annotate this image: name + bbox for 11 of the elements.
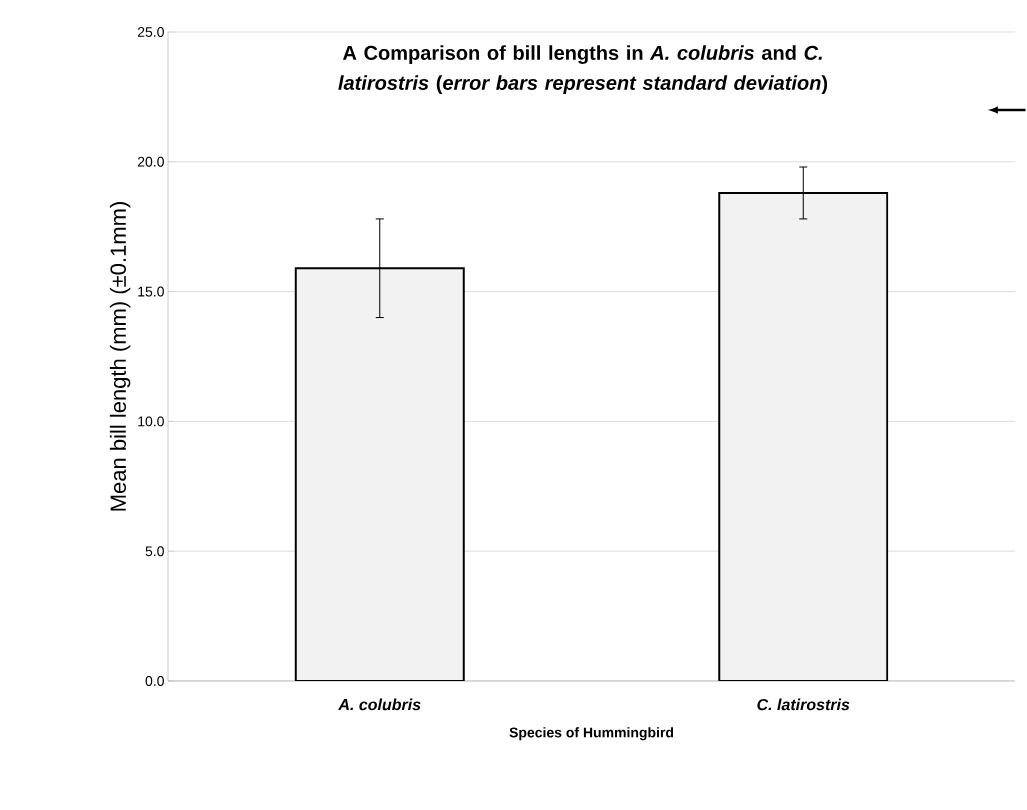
x-tick-label: A. colubris xyxy=(338,698,421,711)
y-tick-label: 15.0 xyxy=(138,286,164,297)
y-tick-label: 0.0 xyxy=(145,676,164,686)
x-axis-title: Species of Hummingbird xyxy=(509,727,674,741)
y-tick-label: 10.0 xyxy=(138,416,164,427)
y-tick-label: 25.0 xyxy=(137,27,164,37)
x-tick-label: C. latirostris xyxy=(757,698,850,711)
chart-title: A Comparison of bill lengths in A. colubris and C. latirostris (error bars represent standard deviation) xyxy=(338,45,828,94)
y-tick-label: 5.0 xyxy=(145,546,164,557)
y-tick-label: 20.0 xyxy=(137,156,164,167)
y-axis-title: Mean bill length (mm) (±0.1mm) xyxy=(109,202,131,511)
